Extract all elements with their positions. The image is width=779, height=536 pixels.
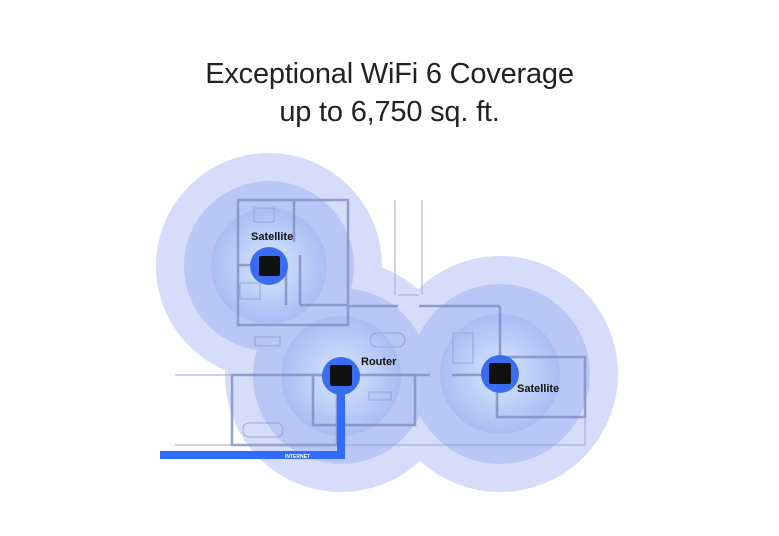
headline-line-2: up to 6,750 sq. ft.: [279, 96, 500, 128]
mesh-satellite-icon: [489, 363, 511, 384]
satellite-right: Satellite: [481, 355, 559, 395]
device-label: Router: [361, 356, 397, 368]
internet-label: INTERNET: [285, 454, 310, 460]
device-label: Satellite: [251, 231, 293, 243]
mesh-satellite-icon: [259, 256, 280, 276]
device-label: Satellite: [517, 383, 559, 395]
satellite-top-left: Satellite: [250, 231, 293, 285]
headline-line-1: Exceptional WiFi 6 Coverage: [205, 58, 574, 90]
mesh-router-icon: [330, 365, 352, 386]
router-center: Router: [322, 356, 397, 395]
internet-cable: INTERNET: [160, 388, 345, 460]
